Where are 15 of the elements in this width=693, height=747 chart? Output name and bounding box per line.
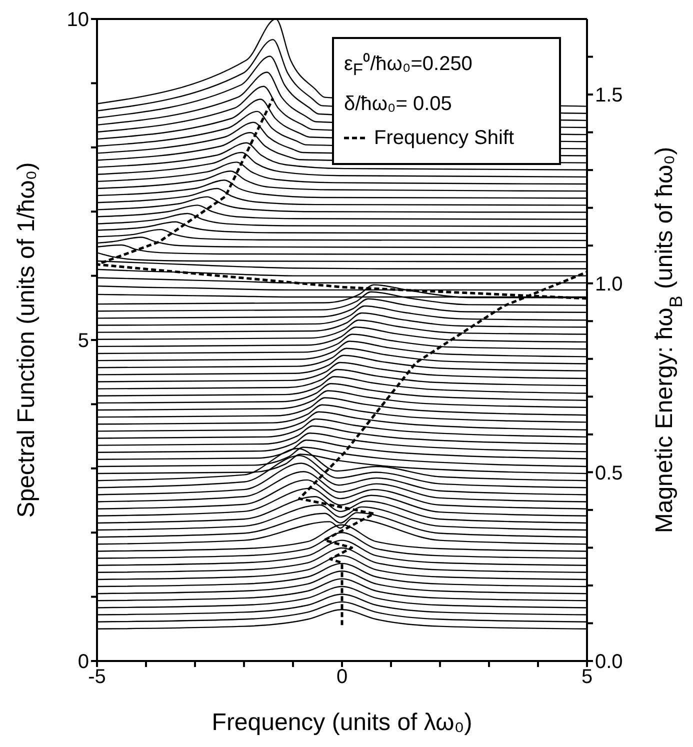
y2-tick-label: 0.0 (595, 651, 623, 674)
x-axis-title: Frequency (units of λω₀) (212, 709, 472, 736)
annotation: δ/ħω₀= 0.05 (344, 92, 453, 117)
legend-label: Frequency Shift (374, 126, 514, 151)
y-axis-title: Spectral Function (units of 1/ħω₀) (13, 162, 40, 518)
y-tick-label: 5 (78, 330, 89, 352)
x-tick-label: 5 (581, 666, 593, 688)
x-tick-label: 0 (336, 666, 348, 688)
y-tick-label: 10 (66, 9, 89, 32)
y2-tick-label: 0.5 (595, 462, 623, 484)
x-tick-label: -5 (88, 666, 106, 688)
y-tick-label: 0 (78, 651, 89, 674)
annotation: ε$_{F}$⁰/ħω₀=0.250 (344, 52, 474, 81)
y2-tick-label: 1.0 (595, 273, 623, 296)
y2-tick-label: 1.5 (595, 84, 623, 107)
